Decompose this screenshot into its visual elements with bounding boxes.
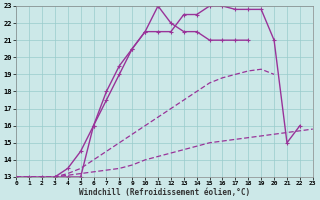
X-axis label: Windchill (Refroidissement éolien,°C): Windchill (Refroidissement éolien,°C) xyxy=(79,188,250,197)
